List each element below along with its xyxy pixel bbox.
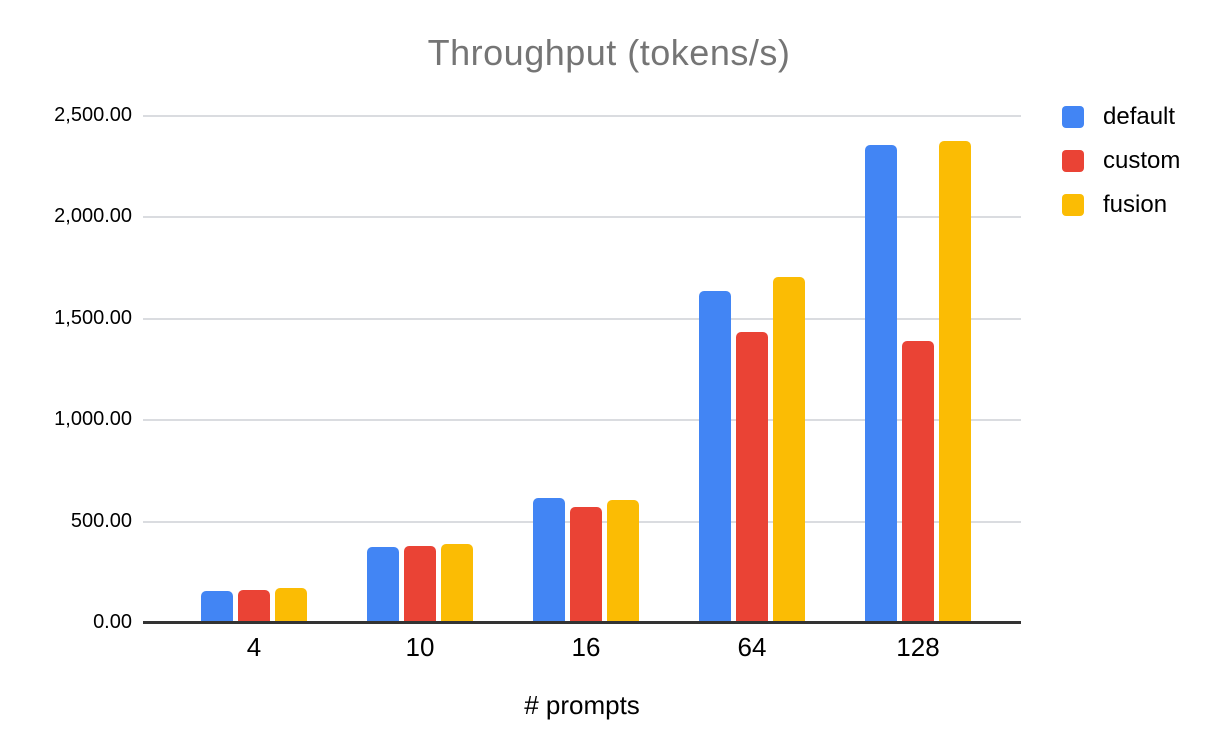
gridline (143, 317, 1021, 320)
legend-item-default[interactable]: default (1062, 103, 1180, 130)
gridline (143, 216, 1021, 219)
legend-swatch-icon (1062, 106, 1084, 128)
x-tick-label-10: 10 (405, 632, 435, 662)
bar-fusion-10[interactable] (441, 544, 473, 622)
y-tick-label: 1,500.00 (54, 306, 132, 329)
x-tick-label-16: 16 (571, 632, 601, 662)
legend-label: custom (1103, 147, 1181, 174)
y-tick-label: 0.00 (93, 611, 132, 633)
x-axis-line (143, 621, 1021, 624)
bar-default-64[interactable] (699, 291, 731, 622)
legend: default custom fusion (1062, 103, 1181, 238)
bar-custom-4[interactable] (238, 590, 270, 622)
x-tick-label-128: 128 (896, 632, 940, 662)
legend-swatch-icon (1062, 150, 1084, 172)
x-axis-title: # prompts (524, 690, 640, 720)
bar-fusion-128[interactable] (939, 141, 971, 622)
bar-custom-64[interactable] (736, 332, 768, 622)
gridline (143, 115, 1021, 117)
legend-item-custom[interactable]: custom (1062, 147, 1181, 174)
y-tick-label: 2,000.00 (54, 205, 132, 228)
plot-area (143, 115, 1021, 622)
x-tick-label-64: 64 (737, 632, 767, 662)
bar-default-10[interactable] (367, 547, 399, 622)
bar-custom-16[interactable] (570, 507, 602, 622)
bar-fusion-16[interactable] (607, 500, 639, 622)
y-tick-label: 1,000.00 (54, 408, 132, 431)
y-tick-label: 500.00 (70, 509, 132, 532)
bar-default-4[interactable] (201, 591, 233, 622)
chart-title: Throughput (tokens/s) (427, 32, 791, 73)
gridline (143, 419, 1021, 422)
bar-custom-128[interactable] (902, 341, 934, 622)
legend-label: default (1103, 103, 1176, 130)
bar-fusion-4[interactable] (275, 588, 307, 622)
bar-default-16[interactable] (533, 498, 565, 622)
legend-label: fusion (1103, 191, 1168, 218)
legend-swatch-icon (1062, 194, 1084, 216)
legend-item-fusion[interactable]: fusion (1062, 191, 1180, 218)
x-tick-label-4: 4 (246, 632, 262, 662)
bar-custom-10[interactable] (404, 546, 436, 622)
y-tick-label: 2,500.00 (54, 104, 132, 126)
bar-fusion-64[interactable] (773, 277, 805, 622)
bar-default-128[interactable] (865, 145, 897, 622)
